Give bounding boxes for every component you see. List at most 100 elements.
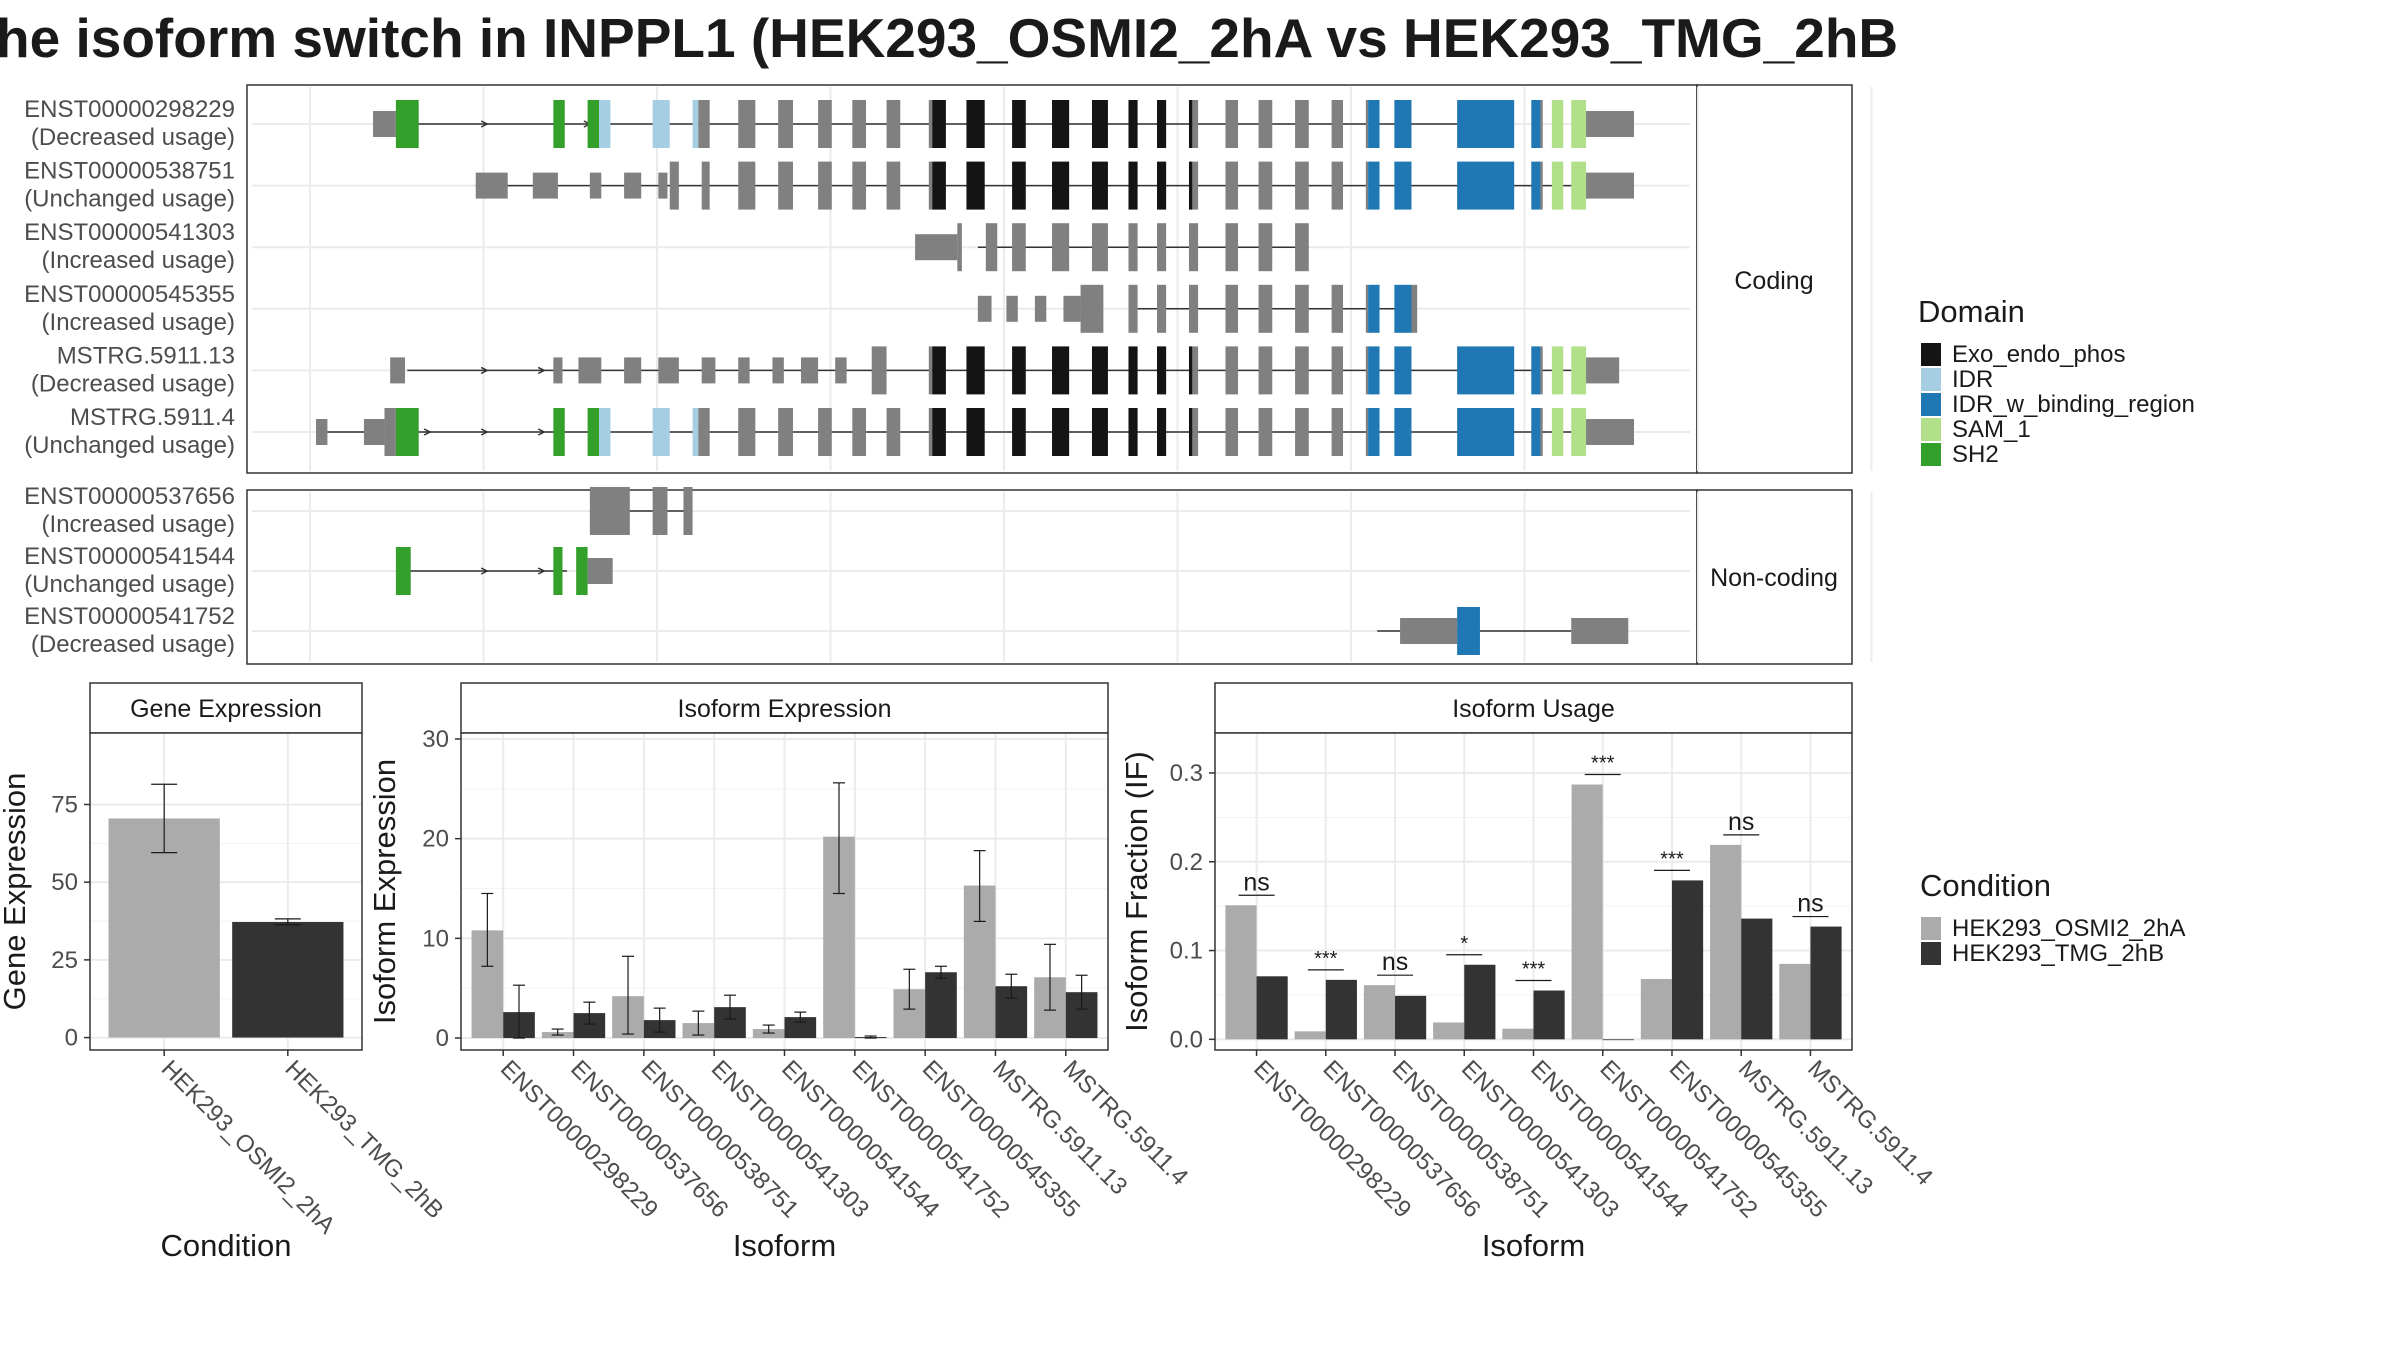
domain-IDR_w_binding_region: [1457, 408, 1515, 456]
y-tick-label: 0.1: [1170, 938, 1203, 965]
significance-label: ***: [1522, 959, 1546, 981]
x-tick-label: MSTRG.5911.4: [1058, 1055, 1194, 1191]
exon-block: [1331, 346, 1344, 395]
utr-block: [1400, 618, 1458, 644]
figure-title: he isoform switch in INPPL1 (HEK293_OSMI…: [0, 7, 1898, 69]
transcript-usage-label: (Increased usage): [42, 309, 235, 336]
exon-block: [1192, 100, 1199, 148]
domain-legend: Domain Exo_endo_phosIDRIDR_w_binding_reg…: [1918, 294, 2195, 468]
exon-block: [698, 100, 710, 148]
bar-HEK293_OSMI2_2hA: [108, 818, 220, 1038]
exon-block: [928, 408, 933, 456]
transcript-id-label: MSTRG.5911.4: [70, 404, 235, 431]
domain-SAM_1: [1571, 161, 1587, 210]
exon-block: [1258, 223, 1273, 272]
transcript-usage-label: (Decreased usage): [31, 631, 235, 658]
coding-strip-label: Coding: [1734, 267, 1813, 295]
utr-block: [1006, 295, 1018, 322]
transcript-labels: ENST00000298229(Decreased usage)ENST0000…: [24, 96, 235, 658]
legend-label-cond1: HEK293_OSMI2_2hA: [1952, 915, 2185, 942]
bar-ENST00000545355-HEK293_TMG_2hB: [1671, 880, 1704, 1040]
domain-IDR_w_binding_region: [1394, 161, 1412, 210]
isoform-expression-chart: Isoform Expression0102030ENST00000298229…: [367, 682, 1194, 1263]
exon-block: [1091, 223, 1108, 272]
noncoding-strip: [1696, 489, 1853, 665]
legend-key-cond1: [1921, 917, 1941, 940]
exon-block: [1192, 408, 1199, 456]
transcript-row-ENST00000537656: [589, 487, 693, 535]
utr-block: [977, 295, 992, 322]
exon-block: [652, 487, 668, 535]
domain-IDR: [598, 100, 611, 148]
exon-block: [1295, 284, 1309, 333]
utr-block: [624, 357, 642, 384]
gene-expression-chart: Gene Expression0255075HEK293_OSMI2_2hAHE…: [0, 682, 449, 1263]
domain-legend-key-IDR: [1921, 368, 1941, 391]
exon-block: [1540, 346, 1543, 395]
domain-IDR_w_binding_region: [1368, 408, 1380, 456]
exon-block: [852, 100, 867, 148]
exon-block: [701, 161, 710, 210]
domain-SH2: [553, 547, 563, 595]
bar-ENST00000541752-HEK293_TMG_2hB: [1602, 1039, 1634, 1041]
domain-IDR: [652, 100, 670, 148]
domain-legend-label-SH2: SH2: [1952, 441, 1999, 468]
chart-title: Gene Expression: [130, 695, 322, 723]
utr-block: [1063, 295, 1081, 322]
transcript-row-MSTRG.5911.4: [316, 408, 1634, 456]
exon-block: [928, 161, 933, 210]
chart-strip: [89, 682, 363, 734]
exon-block: [1188, 284, 1199, 333]
significance-label: ns: [1797, 890, 1823, 918]
exon-block: [1192, 161, 1199, 210]
significance-label: ns: [1728, 808, 1754, 836]
exon-block: [886, 100, 901, 148]
utr-block: [587, 558, 613, 584]
bar-ENST00000541303-HEK293_TMG_2hB: [1464, 964, 1496, 1040]
domain-Exo_endo_phos: [932, 408, 946, 456]
domain-IDR_w_binding_region: [1368, 284, 1380, 333]
domain-Exo_endo_phos: [1091, 161, 1108, 210]
bar-ENST00000537656-HEK293_TMG_2hB: [1325, 979, 1357, 1040]
domain-Exo_endo_phos: [1188, 100, 1193, 148]
exon-block: [1128, 284, 1138, 333]
domain-IDR_w_binding_region: [1531, 161, 1541, 210]
domain-legend-label-SAM_1: SAM_1: [1952, 416, 2031, 443]
domain-SH2: [576, 547, 588, 595]
exon-block: [778, 408, 793, 456]
domain-Exo_endo_phos: [1157, 346, 1167, 395]
domain-Exo_endo_phos: [966, 161, 985, 210]
significance-label: *: [1460, 933, 1468, 955]
y-axis-title: Gene Expression: [0, 773, 32, 1011]
exon-block: [1080, 284, 1104, 333]
y-tick-label: 0: [65, 1025, 78, 1052]
y-tick-label: 75: [51, 791, 78, 818]
utr-block: [1034, 295, 1047, 322]
transcript-usage-label: (Decreased usage): [31, 124, 235, 151]
exon-block: [1052, 223, 1070, 272]
domain-legend-label-IDR_w_binding_region: IDR_w_binding_region: [1952, 391, 2195, 418]
exon-block: [985, 223, 998, 272]
legend-label-cond2: HEK293_TMG_2hB: [1952, 940, 2164, 967]
domain-legend-items: Exo_endo_phosIDRIDR_w_binding_regionSAM_…: [1921, 341, 2195, 468]
utr-block: [589, 172, 602, 199]
domain-Exo_endo_phos: [1157, 161, 1167, 210]
utr-block: [475, 172, 508, 199]
chart-strip: [460, 682, 1109, 734]
y-tick-label: 0: [436, 1025, 449, 1052]
domain-legend-label-Exo_endo_phos: Exo_endo_phos: [1952, 341, 2125, 368]
strand-arrow: [423, 428, 432, 436]
y-tick-label: 25: [51, 947, 78, 974]
utr-block: [772, 357, 784, 384]
bar-ENST00000541544-HEK293_OSMI2_2hA: [1502, 1028, 1534, 1040]
utr-block: [701, 357, 716, 384]
exon-block: [669, 161, 679, 210]
domain-legend-key-SH2: [1921, 443, 1941, 466]
utr-block: [1571, 618, 1629, 644]
domain-Exo_endo_phos: [932, 161, 946, 210]
utr-block: [1586, 357, 1620, 384]
bar-ENST00000538751-HEK293_TMG_2hB: [1395, 995, 1427, 1040]
exon-block: [589, 487, 630, 535]
exon-block: [738, 408, 756, 456]
significance-label: ***: [1314, 948, 1338, 970]
